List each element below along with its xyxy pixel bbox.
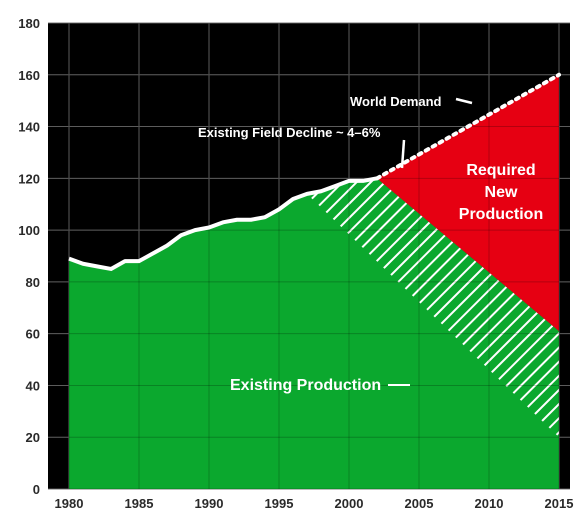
x-tick-label: 1985: [125, 496, 154, 511]
required-new-production-line2: New: [485, 184, 518, 201]
field-decline-leader: [400, 139, 406, 169]
x-tick-label: 2000: [335, 496, 364, 511]
y-tick-label: 160: [18, 68, 40, 83]
field-decline-label: Existing Field Decline ~ 4–6%: [198, 125, 381, 140]
y-tick-label: 40: [26, 378, 40, 393]
x-tick-label: 2010: [475, 496, 504, 511]
x-tick-label: 2005: [405, 496, 434, 511]
world-demand-label: World Demand: [350, 94, 442, 109]
y-axis-ticks: 0 20 40 60 80 100 120 140 160 180: [18, 16, 40, 497]
grid-overlay: [48, 23, 570, 489]
lines: [68, 72, 561, 271]
x-tick-label: 1995: [265, 496, 294, 511]
y-tick-label: 20: [26, 430, 40, 445]
existing-production-label: Existing Production: [230, 377, 381, 394]
x-axis-ticks: 1980 1985 1990 1995 2000 2005 2010 2015: [55, 496, 574, 511]
world-demand-leader: [455, 97, 473, 105]
field-decline-hatch: [307, 178, 559, 438]
y-tick-label: 80: [26, 275, 40, 290]
x-tick-label: 2015: [545, 496, 574, 511]
required-new-production-area: [377, 74, 559, 332]
y-tick-label: 60: [26, 327, 40, 342]
y-tick-label: 140: [18, 120, 40, 135]
areas: [69, 74, 559, 489]
y-tick-label: 100: [18, 223, 40, 238]
world-demand-line: [375, 72, 561, 181]
required-new-production-line3: Production: [459, 206, 543, 223]
x-tick-label: 1980: [55, 496, 84, 511]
historical-production-line: [68, 176, 378, 271]
y-tick-label: 0: [33, 482, 40, 497]
y-tick-label: 120: [18, 171, 40, 186]
x-tick-label: 1990: [195, 496, 224, 511]
required-new-production-line1: Required: [466, 162, 535, 179]
y-tick-label: 180: [18, 16, 40, 31]
